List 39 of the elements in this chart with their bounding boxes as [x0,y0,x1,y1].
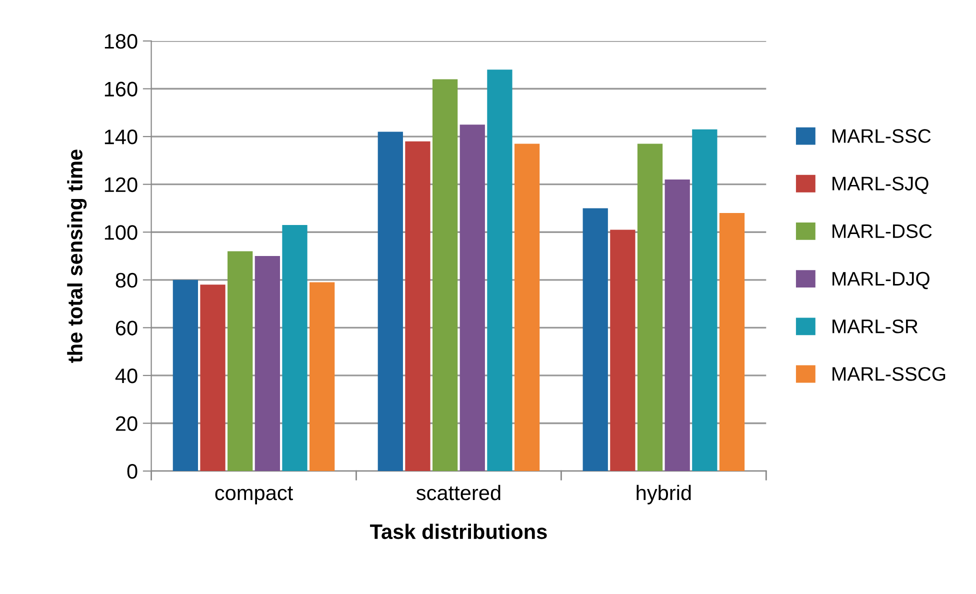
y-tick-label: 20 [116,416,138,432]
bar [692,129,718,472]
y-tick-label: 120 [104,177,138,192]
y-tick-label: 40 [115,368,138,384]
bar [514,144,540,472]
legend-label: MARL-DJQ [832,272,930,290]
bar [719,213,745,472]
bar [460,124,485,472]
legend-label: MARL-SJQ [832,176,928,194]
bar [254,256,280,472]
y-axis-title: the total sensing time [67,150,87,363]
bar [664,180,690,472]
x-tick-label: scattered [416,484,500,500]
y-tick-label: 140 [104,130,138,144]
legend-label: MARL-DSC [832,224,932,238]
bar [310,282,335,472]
bar [282,224,308,472]
legend-label: MARL-SSC [832,129,931,143]
bar [172,280,198,472]
y-tick-label: 60 [116,320,138,336]
y-tick-label: 100 [104,225,138,240]
bar [378,132,403,472]
legend-label: MARL-SR [832,319,918,334]
legend-label: MARL-SSCG [832,367,946,381]
bar [487,70,512,472]
bar [582,208,608,472]
y-tick-label: 0 [127,464,138,479]
bar [228,251,253,472]
bar [610,230,636,472]
bar [432,79,458,472]
bar [637,144,663,472]
bar [200,284,226,472]
x-axis-title: Task distributions [370,524,547,540]
bar [405,141,430,472]
x-tick-label: compact [215,486,293,504]
y-tick-label: 160 [104,82,138,97]
y-tick-label: 180 [104,34,138,49]
y-tick-label: 80 [116,272,138,288]
x-tick-label: hybrid [636,484,691,504]
